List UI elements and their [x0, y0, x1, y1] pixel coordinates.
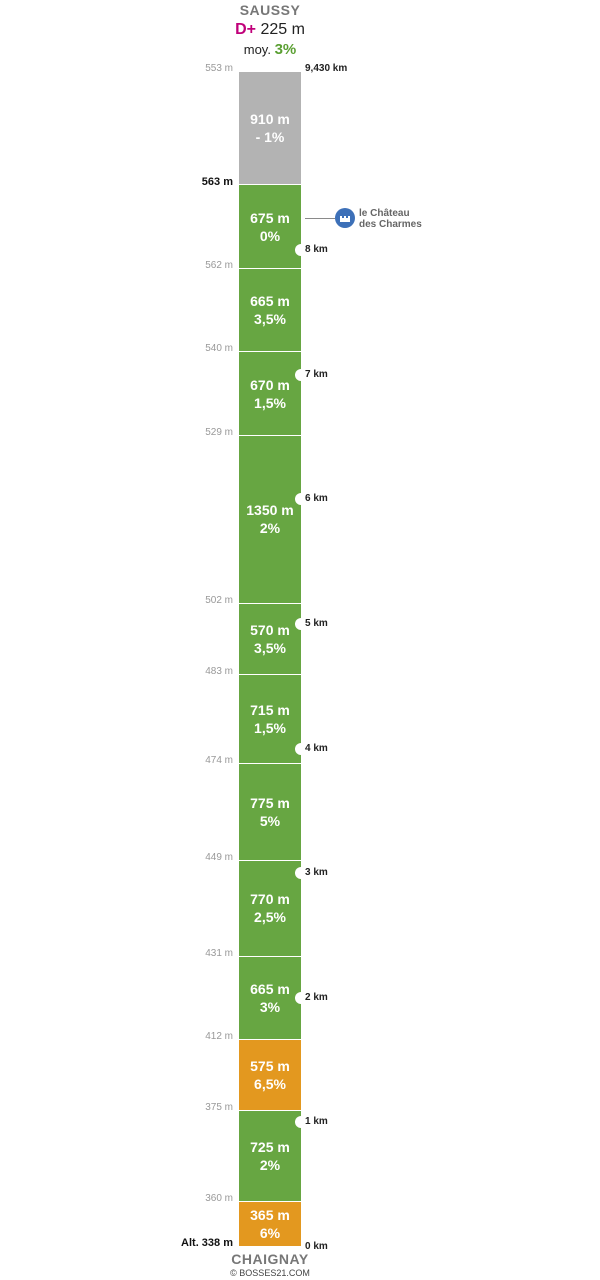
segment-grade-label: 2% — [259, 520, 281, 537]
climb-segment: 1350 m 2% — [239, 435, 301, 605]
total-distance-label: 9,430 km — [305, 63, 348, 74]
altitude-label: 474 m — [205, 755, 233, 767]
altitude-label: 483 m — [205, 666, 233, 678]
climb-segment: 770 m 2,5% — [239, 860, 301, 957]
segment-grade-label: 6% — [259, 1224, 281, 1241]
km-notch — [295, 867, 305, 880]
segment-length-label: 910 m — [250, 111, 290, 128]
km-mark-label: 4 km — [305, 742, 328, 754]
segment-grade-label: 6,5% — [254, 1075, 286, 1092]
altitude-label: 502 m — [205, 595, 233, 607]
altitude-label: 360 m — [205, 1192, 233, 1204]
average-grade: moy. 3% — [170, 42, 370, 58]
elevation-gain-prefix: D+ — [235, 21, 256, 38]
climb-segment: 665 m 3,5% — [239, 269, 301, 353]
climb-segment: 675 m 0% — [239, 185, 301, 270]
climb-footer: CHAIGNAY © BOSSES21.COM — [170, 1251, 370, 1278]
poi-label: le Château des Charmes — [359, 208, 422, 230]
altitude-label: 412 m — [205, 1030, 233, 1042]
km-mark-label: 5 km — [305, 617, 328, 629]
elevation-gain-value: 225 m — [260, 21, 305, 38]
climb-segment: 715 m 1,5% — [239, 675, 301, 765]
segment-length-label: 1350 m — [246, 502, 294, 519]
km-mark-label: 8 km — [305, 244, 328, 256]
climb-segment: 570 m 3,5% — [239, 604, 301, 676]
base-altitude-label: Alt. 338 m — [181, 1237, 233, 1249]
poi-leader-line — [305, 217, 335, 219]
km-notch — [295, 617, 305, 630]
credit-text: © BOSSES21.COM — [230, 1268, 310, 1278]
segment-length-label: 665 m — [250, 980, 290, 997]
segment-length-label: 575 m — [250, 1057, 290, 1074]
km-notch — [295, 991, 305, 1004]
start-town: CHAIGNAY — [231, 1251, 309, 1267]
km-notch — [295, 493, 305, 506]
segment-grade-label: 1,5% — [254, 394, 286, 411]
segment-grade-label: 3,5% — [254, 311, 286, 328]
segment-length-label: 775 m — [250, 794, 290, 811]
segment-grade-label: 2% — [259, 1156, 281, 1173]
segment-stack: 365 m 6% 725 m 2% 575 m 6,5% 665 m 3% 770 m 2,5% 7… — [239, 72, 301, 1247]
climb-segment: 670 m 1,5% — [239, 352, 301, 436]
segment-length-label: 670 m — [250, 376, 290, 393]
climb-segment: 575 m 6,5% — [239, 1039, 301, 1112]
segment-length-label: 715 m — [250, 702, 290, 719]
climb-header: SAUSSY D+ 225 m moy. 3% — [170, 0, 370, 58]
climb-segment: 775 m 5% — [239, 764, 301, 861]
climb-segment: 725 m 2% — [239, 1111, 301, 1202]
segment-grade-label: 0% — [259, 227, 281, 244]
poi-label-line1: le Château — [359, 207, 410, 219]
poi-label-line2: des Charmes — [359, 218, 422, 230]
km-notch — [295, 368, 305, 381]
segment-grade-label: 5% — [259, 812, 281, 829]
segment-length-label: 675 m — [250, 209, 290, 226]
segment-length-label: 570 m — [250, 622, 290, 639]
elevation-gain: D+ 225 m — [170, 18, 370, 42]
climb-segment: 365 m 6% — [239, 1201, 301, 1247]
segment-length-label: 365 m — [250, 1206, 290, 1223]
altitude-label: 540 m — [205, 343, 233, 355]
altitude-label: 563 m — [201, 176, 233, 189]
km-mark-label: 2 km — [305, 991, 328, 1003]
altitude-label: 562 m — [205, 260, 233, 272]
summit-name: SAUSSY — [239, 2, 301, 18]
altitude-label: 449 m — [205, 851, 233, 863]
km-mark-label: 7 km — [305, 368, 328, 380]
segment-length-label: 725 m — [250, 1138, 290, 1155]
segment-length-label: 770 m — [250, 891, 290, 908]
segment-grade-label: 2,5% — [254, 909, 286, 926]
altitude-label: 529 m — [205, 426, 233, 438]
km-mark-label: 6 km — [305, 493, 328, 505]
climb-segment: 910 m- 1% — [239, 72, 301, 186]
altitude-label: 431 m — [205, 947, 233, 959]
km-mark-label: 3 km — [305, 867, 328, 879]
average-grade-value: 3% — [274, 41, 297, 58]
km-notch — [295, 742, 305, 755]
castle-icon — [335, 207, 355, 228]
segment-grade-label: 1,5% — [254, 720, 286, 737]
km-mark-label: 1 km — [305, 1116, 328, 1128]
km-notch — [295, 244, 305, 257]
segment-grade-label: 3% — [259, 998, 281, 1015]
top-altitude-label: 553 m — [205, 63, 233, 74]
segment-grade-label: - 1% — [255, 129, 285, 146]
km-mark-label: 0 km — [305, 1241, 328, 1252]
altitude-label: 375 m — [205, 1102, 233, 1114]
segment-length-label: 665 m — [250, 293, 290, 310]
km-notch — [295, 1116, 305, 1129]
average-grade-prefix: moy. — [243, 42, 271, 57]
segment-grade-label: 3,5% — [254, 640, 286, 657]
climb-segment: 665 m 3% — [239, 956, 301, 1040]
